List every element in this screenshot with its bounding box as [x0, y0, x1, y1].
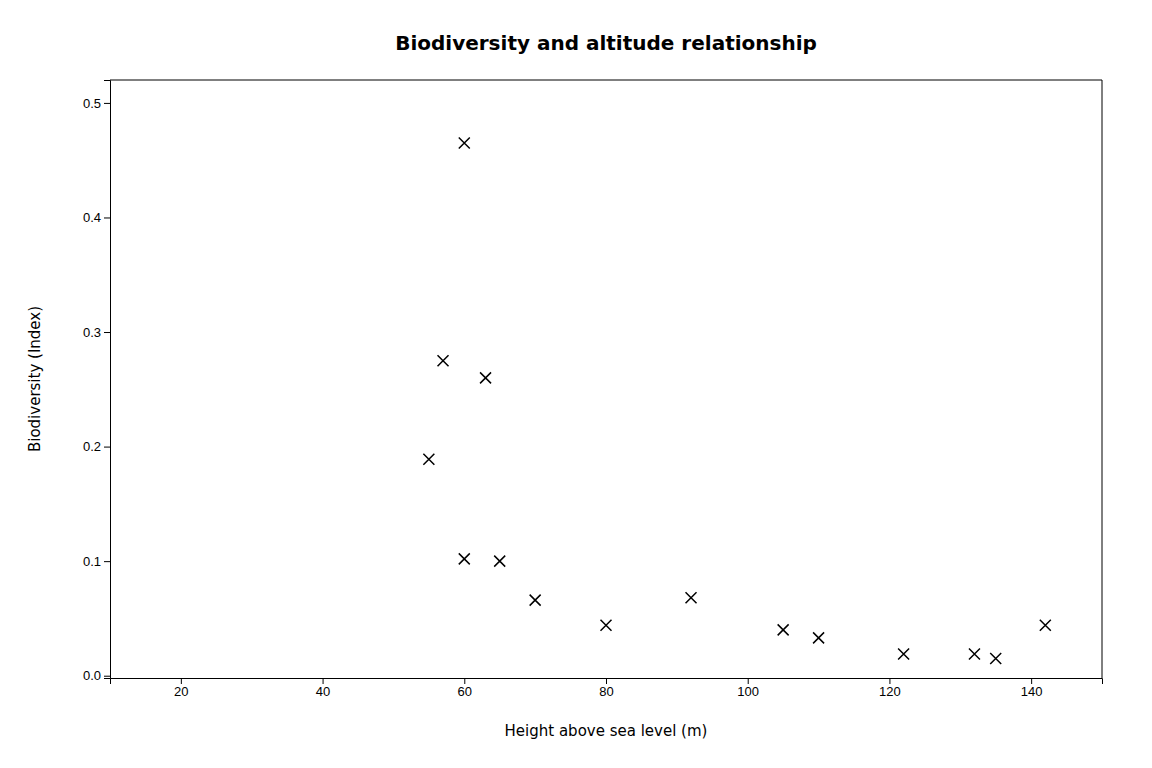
x-tick: 140 — [1021, 678, 1043, 699]
x-tick-label: 80 — [599, 684, 613, 699]
x-tick-label: 20 — [174, 684, 188, 699]
x-tick: 40 — [316, 678, 330, 699]
y-tick-label: 0.3 — [83, 325, 101, 340]
y-tick-mark — [104, 217, 110, 218]
x-tick-mark — [464, 678, 465, 684]
y-axis-title: Biodiversity (Index) — [26, 306, 44, 452]
plot: 20 40 60 80 100 120 140 0.0 0.1 0.2 0.3 0.4 0.5 — [83, 80, 1103, 699]
x-tick-mark — [748, 678, 749, 684]
points — [423, 138, 1050, 665]
point — [459, 553, 470, 564]
y-tick-label: 0.1 — [83, 554, 101, 569]
x-tick-mark — [1031, 678, 1032, 684]
y-tick: 0.4 — [83, 210, 110, 225]
x-tick-label: 60 — [458, 684, 472, 699]
point — [423, 454, 434, 465]
y-axis-line — [104, 81, 111, 679]
x-tick-label: 100 — [737, 684, 759, 699]
y-tick-mark — [104, 676, 110, 677]
x-tick: 60 — [458, 678, 472, 699]
y-tick: 0.2 — [83, 439, 110, 454]
y-tick-label: 0.2 — [83, 439, 101, 454]
x-tick: 100 — [737, 678, 759, 699]
x-axis: 20 40 60 80 100 120 140 — [111, 678, 1103, 699]
y-tick-mark — [104, 447, 110, 448]
point — [601, 620, 612, 631]
x-tick-label: 120 — [879, 684, 901, 699]
point — [494, 556, 505, 567]
y-tick: 0.3 — [83, 325, 110, 340]
x-axis-title: Height above sea level (m) — [505, 722, 708, 740]
point — [686, 592, 697, 603]
x-axis-line — [111, 679, 1103, 685]
x-tick-mark — [606, 678, 607, 684]
x-tick-label: 140 — [1021, 684, 1043, 699]
x-tick-mark — [889, 678, 890, 684]
plot-frame — [1102, 80, 1103, 678]
point — [1040, 620, 1051, 631]
y-tick-label: 0.5 — [83, 96, 101, 111]
y-tick: 0.1 — [83, 554, 110, 569]
y-tick-mark — [104, 103, 110, 104]
x-tick-mark — [323, 678, 324, 684]
point — [530, 595, 541, 606]
plot-frame — [110, 80, 1102, 81]
point — [778, 624, 789, 635]
chart: 20 40 60 80 100 120 140 0.0 0.1 0.2 0.3 0.4 0.5 Biodi… — [0, 0, 1152, 768]
point — [480, 372, 491, 383]
y-tick-mark — [104, 332, 110, 333]
point — [969, 648, 980, 659]
x-tick-mark — [181, 678, 182, 684]
x-tick: 80 — [599, 678, 613, 699]
y-tick-label: 0.4 — [83, 210, 101, 225]
y-axis: 0.0 0.1 0.2 0.3 0.4 0.5 — [83, 81, 111, 684]
x-tick-label: 40 — [316, 684, 330, 699]
y-tick: 0.0 — [83, 668, 110, 683]
point — [459, 138, 470, 149]
x-tick: 20 — [174, 678, 188, 699]
y-tick: 0.5 — [83, 96, 110, 111]
y-tick-label: 0.0 — [83, 668, 101, 683]
title: Biodiversity and altitude relationship — [395, 31, 817, 55]
x-tick: 120 — [879, 678, 901, 699]
point — [438, 355, 449, 366]
point — [813, 632, 824, 643]
point — [898, 648, 909, 659]
y-tick-mark — [104, 561, 110, 562]
point — [990, 653, 1001, 664]
